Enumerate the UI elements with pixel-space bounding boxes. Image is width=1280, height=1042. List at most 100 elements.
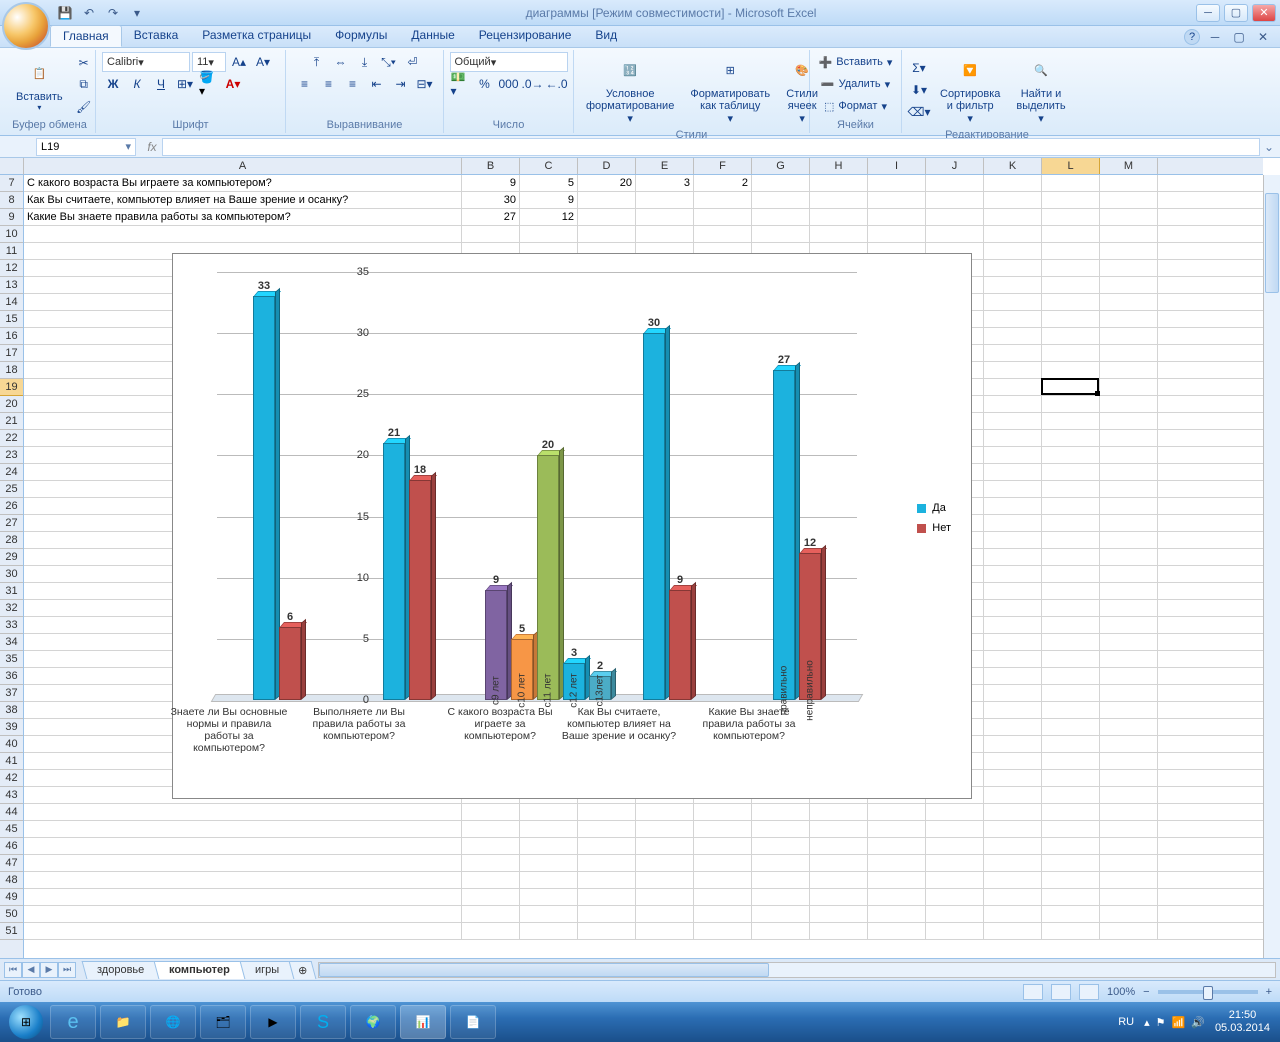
cell-J7[interactable] [926,175,984,191]
cell-M27[interactable] [1100,515,1158,531]
cell-F44[interactable] [694,804,752,820]
cell-M12[interactable] [1100,260,1158,276]
cell-C7[interactable]: 5 [520,175,578,191]
cell-M22[interactable] [1100,430,1158,446]
cell-L41[interactable] [1042,753,1100,769]
qat-save-icon[interactable]: 💾 [56,4,74,22]
cell-J49[interactable] [926,889,984,905]
row-header-10[interactable]: 10 [0,226,23,243]
cell-C10[interactable] [520,226,578,242]
row-header-15[interactable]: 15 [0,311,23,328]
cell-H7[interactable] [810,175,868,191]
view-pagebreak-icon[interactable] [1079,984,1099,1000]
cell-K48[interactable] [984,872,1042,888]
cell-A7[interactable]: С какого возраста Вы играете за компьюте… [24,175,462,191]
cell-L47[interactable] [1042,855,1100,871]
row-header-29[interactable]: 29 [0,549,23,566]
cell-M35[interactable] [1100,651,1158,667]
cell-L32[interactable] [1042,600,1100,616]
row-header-26[interactable]: 26 [0,498,23,515]
copy-icon[interactable]: ⧉ [73,75,95,95]
align-bottom-icon[interactable]: ⤓ [354,52,376,72]
cell-G47[interactable] [752,855,810,871]
row-header-35[interactable]: 35 [0,651,23,668]
tray-show-hidden-icon[interactable]: ▴ [1144,1016,1150,1029]
format-painter-icon[interactable]: 🖌 [73,97,95,117]
cell-E51[interactable] [636,923,694,939]
cell-A49[interactable] [24,889,462,905]
taskbar-media-icon[interactable]: ▶ [250,1005,296,1039]
row-header-17[interactable]: 17 [0,345,23,362]
cell-L12[interactable] [1042,260,1100,276]
cell-K12[interactable] [984,260,1042,276]
cell-I46[interactable] [868,838,926,854]
cell-I50[interactable] [868,906,926,922]
cell-L31[interactable] [1042,583,1100,599]
row-header-11[interactable]: 11 [0,243,23,260]
cell-I10[interactable] [868,226,926,242]
cell-L29[interactable] [1042,549,1100,565]
cell-J9[interactable] [926,209,984,225]
fill-color-icon[interactable]: 🪣▾ [198,74,220,94]
cell-L8[interactable] [1042,192,1100,208]
view-layout-icon[interactable] [1051,984,1071,1000]
cell-D51[interactable] [578,923,636,939]
cell-B44[interactable] [462,804,520,820]
cell-M41[interactable] [1100,753,1158,769]
cell-B45[interactable] [462,821,520,837]
cell-G48[interactable] [752,872,810,888]
cell-D7[interactable]: 20 [578,175,636,191]
cell-G51[interactable] [752,923,810,939]
col-header-A[interactable]: A [24,158,462,174]
sheet-nav-first-icon[interactable]: ⏮ [4,962,22,978]
cell-M26[interactable] [1100,498,1158,514]
cell-K47[interactable] [984,855,1042,871]
font-name-dropdown[interactable]: Calibri ▾ [102,52,190,72]
shrink-font-icon[interactable]: A▾ [252,52,274,72]
row-header-28[interactable]: 28 [0,532,23,549]
cell-F8[interactable] [694,192,752,208]
row-header-24[interactable]: 24 [0,464,23,481]
col-header-L[interactable]: L [1042,158,1100,174]
cell-K35[interactable] [984,651,1042,667]
cell-L21[interactable] [1042,413,1100,429]
decrease-decimal-icon[interactable]: ←.0 [546,74,568,94]
tray-clock[interactable]: 21:50 05.03.2014 [1215,1009,1270,1035]
cell-F47[interactable] [694,855,752,871]
cell-L11[interactable] [1042,243,1100,259]
cell-L16[interactable] [1042,328,1100,344]
cell-M15[interactable] [1100,311,1158,327]
cell-M9[interactable] [1100,209,1158,225]
conditional-formatting-button[interactable]: 🔢Условное форматирование▾ [580,52,680,127]
paste-button[interactable]: 📋 Вставить ▾ [10,55,69,114]
taskbar-explorer-icon[interactable]: 📁 [100,1005,146,1039]
cell-M17[interactable] [1100,345,1158,361]
row-header-20[interactable]: 20 [0,396,23,413]
cell-M20[interactable] [1100,396,1158,412]
cell-M38[interactable] [1100,702,1158,718]
row-header-23[interactable]: 23 [0,447,23,464]
cell-C9[interactable]: 12 [520,209,578,225]
cell-I51[interactable] [868,923,926,939]
cell-H45[interactable] [810,821,868,837]
cell-L35[interactable] [1042,651,1100,667]
row-headers[interactable]: 7891011121314151617181920212223242526272… [0,175,24,958]
cell-I8[interactable] [868,192,926,208]
cell-E8[interactable] [636,192,694,208]
cell-K37[interactable] [984,685,1042,701]
cell-K9[interactable] [984,209,1042,225]
cell-I49[interactable] [868,889,926,905]
col-header-E[interactable]: E [636,158,694,174]
col-header-J[interactable]: J [926,158,984,174]
cell-E46[interactable] [636,838,694,854]
cell-C51[interactable] [520,923,578,939]
cell-D44[interactable] [578,804,636,820]
row-header-33[interactable]: 33 [0,617,23,634]
cell-K26[interactable] [984,498,1042,514]
cell-M16[interactable] [1100,328,1158,344]
col-header-G[interactable]: G [752,158,810,174]
format-as-table-button[interactable]: ⊞Форматировать как таблицу▾ [684,52,776,127]
cell-M47[interactable] [1100,855,1158,871]
cell-G9[interactable] [752,209,810,225]
cell-L20[interactable] [1042,396,1100,412]
